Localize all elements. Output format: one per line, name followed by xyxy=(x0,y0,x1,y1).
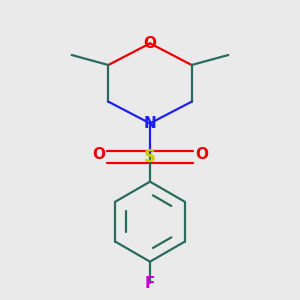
Text: F: F xyxy=(145,276,155,291)
Text: O: O xyxy=(195,148,208,163)
Text: O: O xyxy=(143,36,157,51)
Text: N: N xyxy=(144,116,156,131)
Text: S: S xyxy=(144,148,156,166)
Text: O: O xyxy=(92,148,105,163)
